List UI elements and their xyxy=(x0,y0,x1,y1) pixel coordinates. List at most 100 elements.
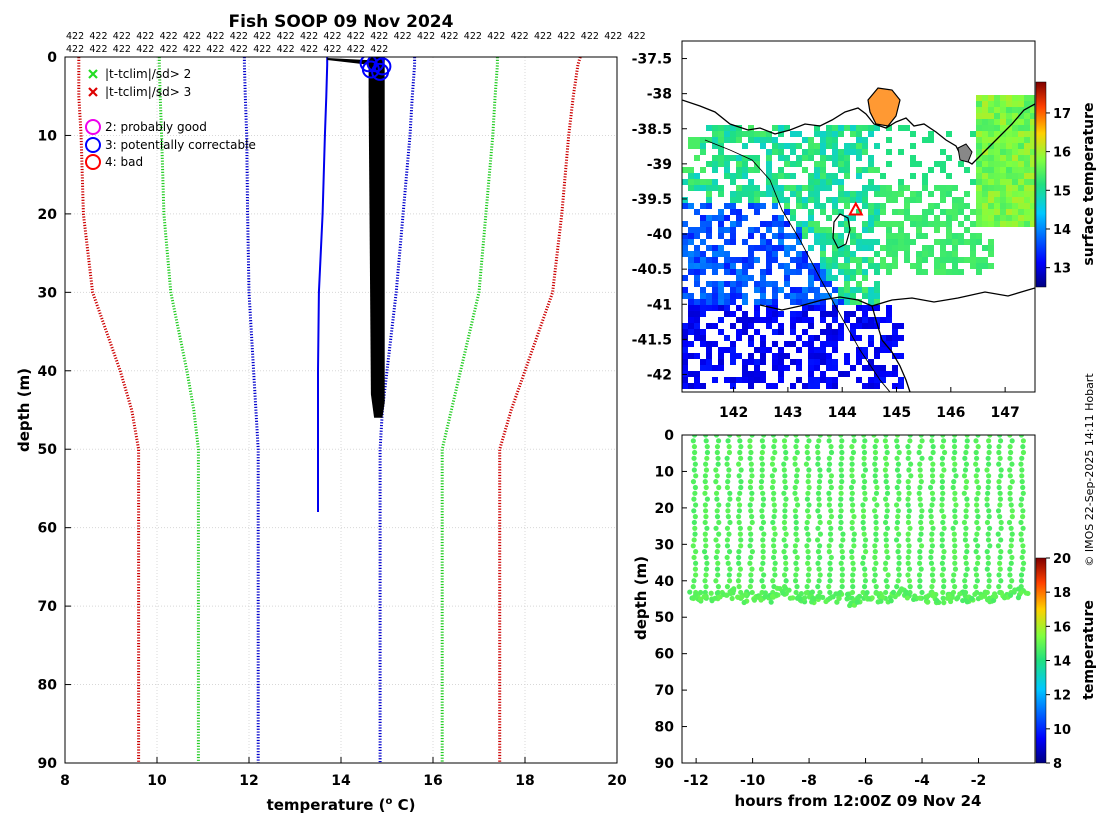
map-cell xyxy=(1000,137,1006,143)
map-cell xyxy=(1018,221,1024,227)
section-dot xyxy=(803,590,809,596)
map-cell xyxy=(778,233,784,239)
map-cell xyxy=(856,245,862,251)
section-dot xyxy=(782,514,788,520)
map-cell xyxy=(796,347,802,353)
section-dot xyxy=(802,595,808,601)
map-cell xyxy=(802,233,808,239)
map-cell xyxy=(1000,197,1006,203)
section-dot xyxy=(854,599,860,605)
map-cell xyxy=(856,191,862,197)
section-dot xyxy=(806,514,812,520)
map-cell xyxy=(766,185,772,191)
section-dot xyxy=(759,508,765,514)
section-dot xyxy=(1009,554,1015,561)
section-dot xyxy=(703,467,710,473)
map-cell xyxy=(760,335,766,341)
section-dot xyxy=(805,473,812,479)
section-profile-9 xyxy=(787,435,808,605)
map-cell xyxy=(706,179,712,185)
section-dot xyxy=(815,490,822,496)
section-dot xyxy=(930,479,936,485)
profile-x-axis-label: temperature (o C) xyxy=(267,796,416,814)
map-axes-frame xyxy=(681,40,1036,393)
map-cell xyxy=(730,299,736,305)
map-cell xyxy=(976,179,982,185)
map-cell xyxy=(976,101,982,107)
map-cell xyxy=(736,293,742,299)
section-dot xyxy=(871,566,878,572)
section-dot xyxy=(873,531,879,537)
map-cell xyxy=(748,155,754,161)
section-dot xyxy=(817,543,823,549)
section-dot xyxy=(974,543,981,549)
section-dot xyxy=(716,531,722,537)
section-dot xyxy=(998,578,1004,584)
section-dot xyxy=(770,455,776,461)
section-dot xyxy=(906,566,913,572)
section-dot xyxy=(998,537,1004,543)
section-dot xyxy=(1020,514,1026,520)
map-cell xyxy=(748,131,754,137)
map-cell xyxy=(760,191,766,197)
section-dot xyxy=(772,438,778,444)
map-cell xyxy=(808,317,814,323)
map-cell xyxy=(682,383,688,389)
section-dot xyxy=(952,554,958,561)
section-dot xyxy=(962,578,968,584)
map-cell xyxy=(808,179,814,185)
map-cell xyxy=(886,371,892,377)
map-cell xyxy=(1006,119,1012,125)
map-cell xyxy=(694,329,700,335)
section-dot xyxy=(850,449,857,456)
section-profile-8 xyxy=(774,435,792,597)
map-cell xyxy=(874,281,880,287)
section-dot xyxy=(1007,467,1013,473)
section-dot xyxy=(973,537,979,543)
map-cell xyxy=(988,197,994,203)
map-cell xyxy=(802,257,808,263)
map-cell xyxy=(706,125,712,131)
map-cell xyxy=(772,203,778,209)
map-cell xyxy=(802,293,808,299)
section-dot xyxy=(997,514,1003,520)
map-cell xyxy=(952,197,958,203)
map-cell xyxy=(778,329,784,335)
map-cell xyxy=(880,335,886,341)
map-cell xyxy=(682,353,688,359)
map-cell xyxy=(988,107,994,113)
map-cell xyxy=(808,191,814,197)
legend-label-3: 3: potentially correctable xyxy=(105,138,256,152)
section-dot xyxy=(984,496,990,502)
map-cell xyxy=(892,257,898,263)
section-dot xyxy=(738,537,744,543)
section-dot xyxy=(861,444,867,450)
section-dot xyxy=(929,490,936,496)
section-dot xyxy=(792,461,798,467)
map-cell xyxy=(766,167,772,173)
map-cell xyxy=(694,263,700,269)
map-cell xyxy=(1030,191,1035,197)
map-cell xyxy=(856,257,862,263)
map-cell xyxy=(814,197,820,203)
section-dot xyxy=(973,584,979,590)
map-cell xyxy=(700,383,706,389)
section-dot xyxy=(848,484,855,491)
section-profile-13 xyxy=(833,435,852,602)
section-dot xyxy=(997,455,1003,461)
map-cell xyxy=(1006,215,1012,221)
map-cell xyxy=(700,341,706,347)
section-dot xyxy=(953,473,959,479)
section-dot xyxy=(727,519,733,526)
map-cell xyxy=(796,251,802,257)
map-cell xyxy=(844,353,850,359)
map-cell xyxy=(790,359,796,365)
section-dot xyxy=(873,490,880,496)
section-dot xyxy=(1018,578,1025,584)
section-dot xyxy=(703,543,709,549)
map-cell xyxy=(1006,203,1012,209)
map-cell xyxy=(928,209,934,215)
map-cell xyxy=(730,125,736,131)
map-cell xyxy=(808,323,814,329)
